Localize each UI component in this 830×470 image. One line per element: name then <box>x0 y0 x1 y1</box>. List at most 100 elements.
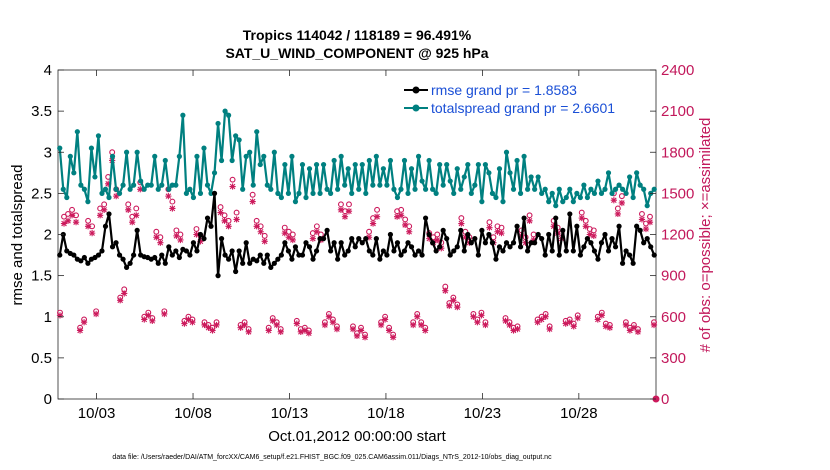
totalspread-point <box>493 194 499 201</box>
obs-assimilated-point <box>373 213 381 220</box>
rmse-point <box>482 240 488 246</box>
totalspread-point <box>451 190 457 196</box>
totalspread-point <box>637 182 643 188</box>
totalspread-point <box>489 190 496 196</box>
totalspread-point <box>500 199 506 205</box>
totalspread-point <box>461 174 467 180</box>
totalspread-point <box>349 190 355 196</box>
totalspread-point <box>366 157 372 164</box>
totalspread-point <box>134 149 140 155</box>
rmse-point <box>204 215 211 221</box>
rmse-point <box>359 240 365 246</box>
obs-assimilated-point <box>76 327 84 334</box>
totalspread-point <box>116 190 123 196</box>
obs-assimilated-point <box>285 234 292 241</box>
rmse-point <box>486 231 492 238</box>
rmse-point <box>496 244 503 250</box>
rmse-point <box>517 244 524 250</box>
totalspread-point <box>584 194 591 201</box>
totalspread-point <box>510 186 517 192</box>
totalspread-point <box>204 182 211 188</box>
obs-assimilated-point <box>594 316 601 323</box>
rmse-point <box>591 248 598 254</box>
rmse-point <box>285 248 292 254</box>
obs-assimilated-point <box>321 321 329 329</box>
totalspread-point <box>60 186 66 192</box>
obs-assimilated-point <box>149 317 156 324</box>
obs-assimilated-point <box>325 313 333 320</box>
totalspread-point <box>433 190 439 196</box>
obs-assimilated-point <box>129 219 136 226</box>
totalspread-point <box>619 186 626 192</box>
totalspread-point <box>359 161 365 168</box>
rmse-point <box>605 248 612 254</box>
obs-possible-point <box>61 213 67 220</box>
obs-assimilated-point <box>385 327 393 334</box>
totalspread-point <box>408 166 415 172</box>
totalspread-point <box>644 203 650 209</box>
obs-assimilated-point <box>566 319 573 326</box>
rmse-point <box>366 248 372 254</box>
y-right-tick-label: 2400 <box>661 62 694 79</box>
totalspread-point <box>106 194 112 201</box>
rmse-point <box>303 240 309 246</box>
totalspread-point <box>268 186 274 192</box>
y-right-tick-label: 300 <box>661 350 686 367</box>
obs-assimilated-point <box>297 328 304 335</box>
totalspread-point <box>574 190 580 196</box>
totalspread-point <box>317 190 323 196</box>
obs-assimilated-point <box>482 321 489 329</box>
totalspread-point <box>577 194 583 201</box>
rmse-point <box>440 227 446 233</box>
obs-assimilated-point <box>406 228 413 235</box>
obs-assimilated-point <box>93 310 100 318</box>
obs-assimilated-point <box>570 323 577 330</box>
plot-area <box>57 69 657 400</box>
totalspread-point <box>623 190 629 196</box>
obs-assimilated-point <box>361 334 369 341</box>
obs-possible-point <box>233 209 240 216</box>
rmse-point <box>306 244 313 250</box>
rmse-point <box>644 236 650 242</box>
totalspread-point <box>539 190 545 196</box>
obs-assimilated-point <box>381 316 389 323</box>
rmse-point <box>612 244 619 250</box>
obs-assimilated-point <box>474 319 481 326</box>
totalspread-point <box>247 149 253 155</box>
rmse-point <box>616 223 622 229</box>
obs-assimilated-point <box>333 325 341 333</box>
totalspread-point <box>605 170 612 176</box>
totalspread-point <box>546 199 552 205</box>
totalspread-point <box>560 199 566 205</box>
totalspread-point <box>197 190 204 196</box>
rmse-point <box>394 240 401 246</box>
obs-assimilated-point <box>84 223 92 230</box>
totalspread-point <box>342 182 348 188</box>
obs-assimilated-point <box>442 287 449 294</box>
obs-assimilated-point <box>161 310 168 318</box>
rmse-point <box>532 240 538 246</box>
obs-assimilated-point <box>137 186 144 193</box>
obs-assimilated-point <box>642 225 650 233</box>
rmse-point <box>85 260 91 266</box>
totalspread-point <box>123 149 130 155</box>
obs-possible-point <box>618 193 625 200</box>
obs-assimilated-point <box>470 313 477 320</box>
obs-assimilated-point <box>478 312 485 319</box>
rmse-point <box>493 256 499 262</box>
obs-assimilated-point <box>638 216 646 223</box>
totalspread-point <box>226 112 232 118</box>
totalspread-point <box>261 153 267 159</box>
totalspread-point <box>85 199 91 205</box>
chart-title-line2: SAT_U_WIND_COMPONENT @ 925 hPa <box>225 45 488 61</box>
obs-assimilated-point <box>590 232 597 239</box>
totalspread-point <box>78 182 84 188</box>
rmse-point <box>116 252 123 258</box>
rmse-point <box>211 190 218 196</box>
obs-assimilated-point <box>514 325 521 333</box>
obs-assimilated-point <box>181 320 188 327</box>
rmse-point <box>475 252 481 258</box>
rmse-point <box>229 248 235 254</box>
rmse-point <box>208 223 214 229</box>
rmse-point <box>503 240 510 246</box>
